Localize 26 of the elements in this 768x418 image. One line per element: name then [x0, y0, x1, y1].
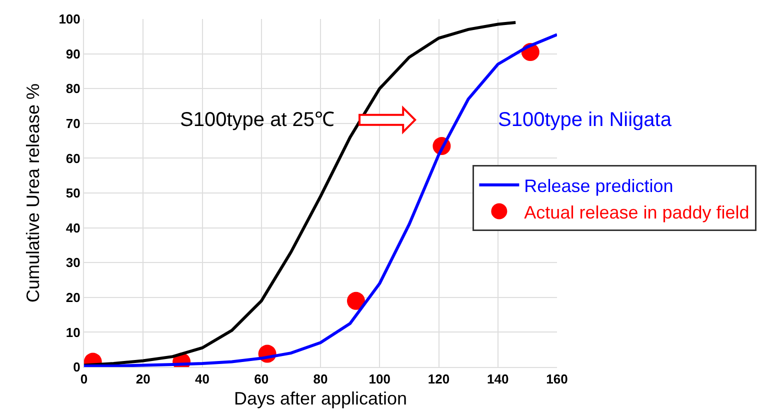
x-tick-label: 160	[546, 372, 568, 387]
legend-label: Release prediction	[524, 176, 674, 196]
x-tick-label: 140	[487, 372, 509, 387]
x-tick-label: 20	[136, 372, 150, 387]
y-tick-label: 40	[66, 220, 80, 236]
y-tick-label: 100	[58, 12, 80, 27]
y-tick-label: 20	[66, 290, 80, 305]
y-tick-label: 60	[66, 150, 80, 166]
point	[346, 292, 365, 310]
y-tick-label: 70	[66, 116, 80, 131]
x-tick-label: 100	[368, 372, 390, 387]
x-tick-label: 40	[195, 372, 210, 387]
legend-label: Actual release in paddy field	[524, 202, 750, 222]
x-tick-label: 80	[313, 372, 328, 387]
annotation: S100type in Niigata	[498, 109, 672, 131]
y-tick-label: 50	[66, 186, 80, 201]
y-axis-title: Cumulative Urea release %	[22, 83, 43, 303]
x-tick-label: 120	[428, 372, 450, 387]
y-tick-label: 90	[66, 46, 80, 62]
annotation: S100type at 25℃	[180, 109, 335, 131]
x-tick-label: 60	[254, 372, 269, 387]
y-tick-label: 30	[66, 255, 80, 270]
y-tick-label: 0	[73, 360, 80, 375]
y-tick-label: 10	[66, 324, 80, 340]
x-axis-title: Days after application	[234, 388, 408, 409]
y-tick-label: 80	[66, 81, 80, 96]
